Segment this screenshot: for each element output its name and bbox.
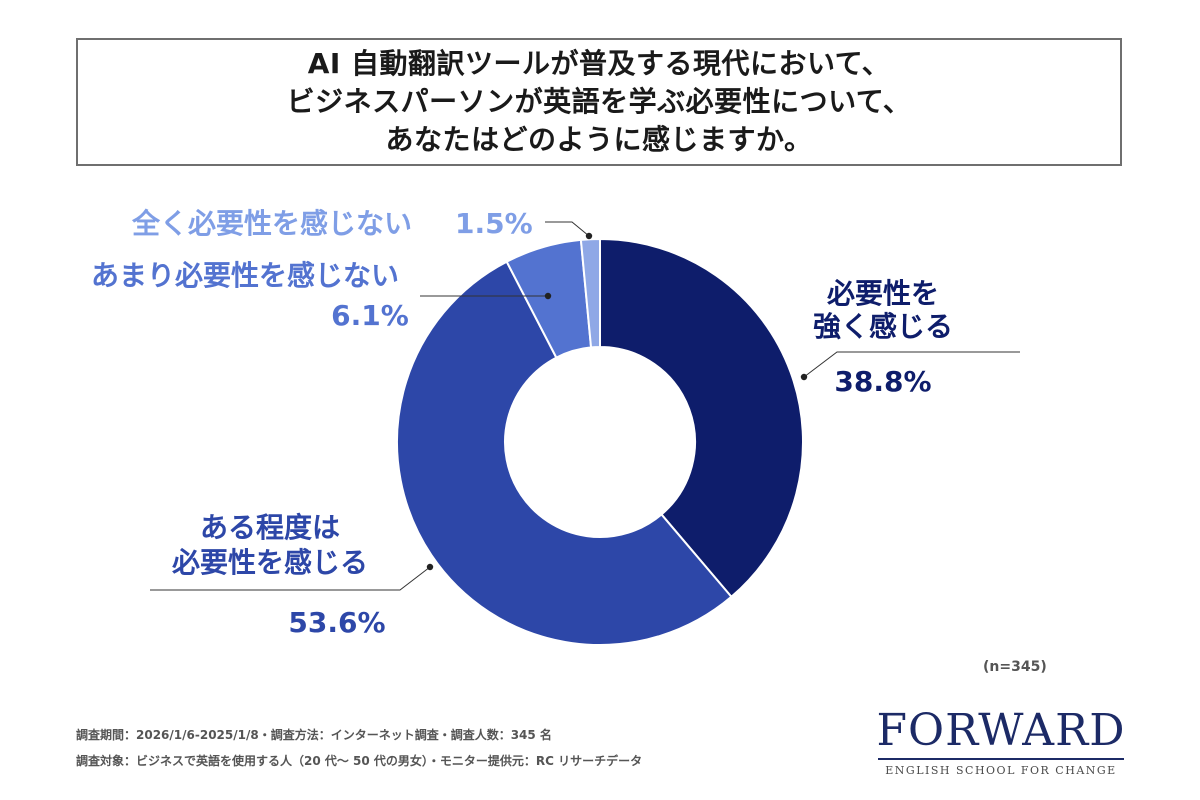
slice-label-0-line-1: 強く感じる bbox=[813, 310, 953, 343]
slice-label-2-line-0: あまり必要性を感じない bbox=[91, 259, 399, 292]
slice-value-1: 53.6% bbox=[288, 606, 385, 639]
donut-slice-1 bbox=[396, 260, 733, 646]
logo-rule bbox=[878, 758, 1124, 760]
donut-slice-0 bbox=[599, 237, 804, 599]
question-title-box: AI 自動翻訳ツールが普及する現代において、 ビジネスパーソンが英語を学ぶ必要性… bbox=[76, 38, 1122, 166]
donut-slice-3 bbox=[579, 237, 601, 349]
leader-dot-1 bbox=[426, 563, 434, 571]
leader-line-1 bbox=[150, 566, 431, 591]
slice-value-0: 38.8% bbox=[834, 365, 931, 398]
logo-wordmark: FORWARD bbox=[876, 705, 1126, 756]
forward-logo: FORWARD ENGLISH SCHOOL FOR CHANGE bbox=[876, 705, 1126, 778]
survey-target-note: 調査対象：ビジネスで英語を使用する人（20 代～ 50 代の男女）・モニター提供… bbox=[76, 754, 643, 768]
leader-line-0 bbox=[803, 351, 1020, 378]
slice-value-2: 6.1% bbox=[331, 299, 409, 332]
slice-label-3-line-0: 全く必要性を感じない bbox=[131, 207, 412, 240]
question-title-line-1: AI 自動翻訳ツールが普及する現代において、 bbox=[307, 47, 891, 80]
question-title-line-2: ビジネスパーソンが英語を学ぶ必要性について、 bbox=[286, 85, 912, 118]
leader-dot-0 bbox=[800, 373, 808, 381]
slice-label-0-line-0: 必要性を bbox=[827, 277, 939, 310]
leader-line-3 bbox=[545, 221, 590, 237]
sample-size-label: (n=345) bbox=[983, 659, 1047, 675]
slice-value-3: 1.5% bbox=[455, 207, 533, 240]
leader-dot-3 bbox=[585, 232, 593, 240]
slice-label-1-line-0: ある程度は bbox=[200, 511, 340, 544]
question-title-line-3: あなたはどのように感じますか。 bbox=[385, 123, 813, 156]
leader-dot-2 bbox=[544, 292, 552, 300]
slice-label-1-line-1: 必要性を感じる bbox=[172, 546, 368, 579]
survey-notes: 調査期間：2026/1/6-2025/1/8・調査方法：インターネット調査・調査… bbox=[76, 722, 642, 774]
survey-period-note: 調査期間：2026/1/6-2025/1/8・調査方法：インターネット調査・調査… bbox=[76, 728, 552, 742]
logo-tagline: ENGLISH SCHOOL FOR CHANGE bbox=[885, 764, 1117, 777]
